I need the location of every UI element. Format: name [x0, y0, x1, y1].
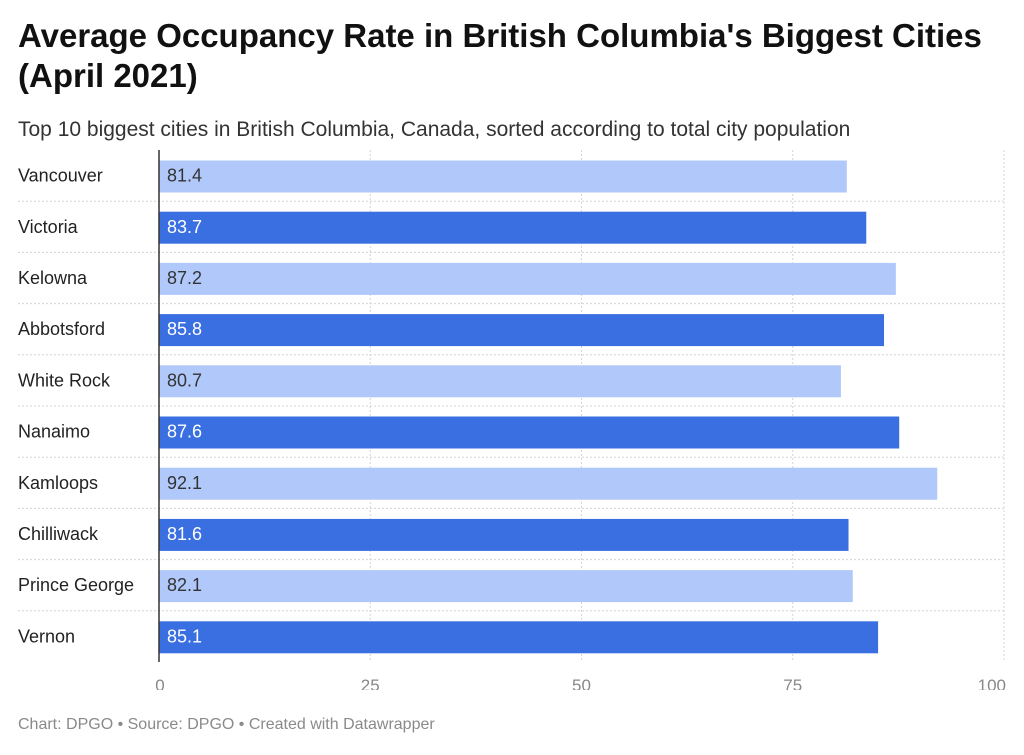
- category-label: Prince George: [18, 575, 134, 595]
- bar: [159, 211, 867, 244]
- x-tick-label: 75: [783, 676, 802, 690]
- chart-title: Average Occupancy Rate in British Columb…: [18, 17, 982, 94]
- value-label: 83.7: [167, 217, 202, 237]
- bar: [159, 314, 885, 347]
- value-label: 87.6: [167, 422, 202, 442]
- bar: [159, 467, 938, 500]
- category-label: Abbotsford: [18, 319, 105, 339]
- value-label: 81.6: [167, 524, 202, 544]
- category-label: Chilliwack: [18, 524, 99, 544]
- bar: [159, 518, 849, 551]
- chart-subtitle: Top 10 biggest cities in British Columbi…: [18, 118, 851, 141]
- x-tick-label: 50: [572, 676, 591, 690]
- x-tick-label: 25: [361, 676, 380, 690]
- category-label: Kamloops: [18, 473, 98, 493]
- bar: [159, 416, 900, 449]
- x-tick-label: 0: [155, 676, 164, 690]
- value-label: 87.2: [167, 268, 202, 288]
- bar: [159, 262, 896, 295]
- category-label: Nanaimo: [18, 422, 90, 442]
- value-label: 85.8: [167, 319, 202, 339]
- category-label: Kelowna: [18, 268, 88, 288]
- category-label: Victoria: [18, 217, 79, 237]
- value-label: 80.7: [167, 370, 202, 390]
- category-label: White Rock: [18, 370, 111, 390]
- bar: [159, 570, 853, 603]
- category-label: Vancouver: [18, 166, 103, 186]
- category-label: Vernon: [18, 626, 75, 646]
- value-label: 81.4: [167, 166, 202, 186]
- bar: [159, 621, 879, 654]
- x-tick-label: 100: [978, 676, 1006, 690]
- chart-footer: Chart: DPGO • Source: DPGO • Created wit…: [18, 716, 435, 733]
- bar-chart: Vancouver 81.4 Victoria 83.7 Kelowna 87.2 Abbo…: [18, 150, 1006, 690]
- value-label: 82.1: [167, 575, 202, 595]
- value-label: 85.1: [167, 626, 202, 646]
- bar: [159, 160, 847, 193]
- bar: [159, 365, 841, 398]
- value-label: 92.1: [167, 473, 202, 493]
